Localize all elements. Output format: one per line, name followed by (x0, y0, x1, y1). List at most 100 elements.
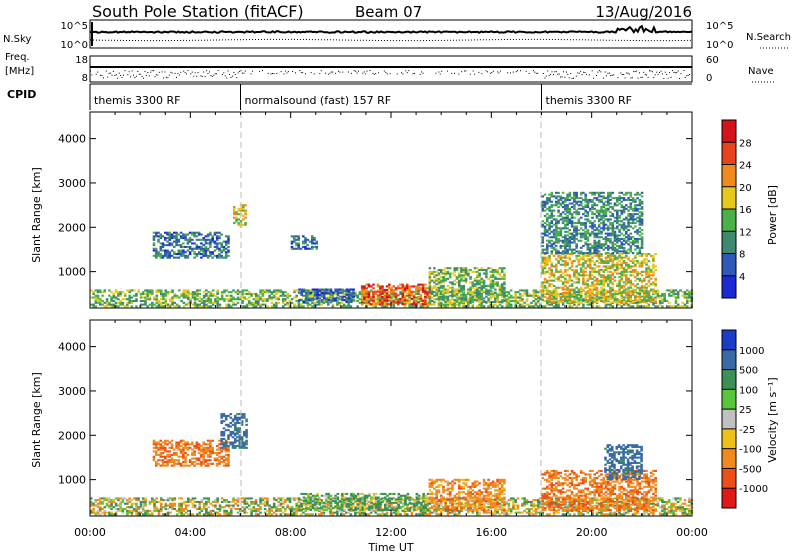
range-time-cell (218, 254, 221, 257)
range-time-cell (627, 248, 630, 251)
range-time-cell (257, 296, 260, 299)
range-time-cell (514, 303, 517, 306)
range-time-cell (169, 298, 172, 301)
range-time-cell (323, 290, 326, 293)
range-time-cell (381, 287, 384, 290)
range-time-cell (293, 305, 296, 308)
range-time-cell (634, 222, 637, 225)
range-time-cell (277, 298, 280, 301)
nave-point (151, 70, 153, 72)
range-time-cell (491, 284, 495, 287)
nave-point (221, 73, 223, 75)
range-time-cell (546, 216, 549, 219)
range-time-cell (550, 239, 554, 242)
range-time-cell (613, 270, 617, 273)
range-time-cell (566, 293, 569, 296)
range-time-cell (593, 245, 596, 248)
nave-point (163, 77, 165, 79)
range-time-cell (410, 290, 414, 293)
range-time-cell (92, 511, 95, 514)
range-time-cell (243, 305, 247, 308)
range-time-cell (582, 305, 585, 308)
range-time-cell (634, 295, 637, 298)
range-time-cell (275, 298, 278, 301)
range-time-cell (295, 244, 298, 247)
range-time-cell (130, 509, 134, 512)
range-time-cell (164, 301, 168, 304)
range-time-cell (117, 509, 120, 512)
range-time-cell (135, 499, 138, 502)
range-time-cell (552, 279, 556, 282)
range-time-cell (259, 291, 262, 294)
range-time-cell (591, 191, 594, 194)
range-time-cell (573, 191, 576, 194)
range-time-cell (584, 283, 587, 286)
range-time-cell (153, 500, 156, 503)
range-time-cell (318, 288, 322, 291)
range-time-cell (261, 291, 265, 294)
range-time-cell (302, 294, 305, 297)
range-time-cell (575, 213, 578, 216)
range-time-cell (546, 270, 549, 273)
range-time-cell (439, 269, 443, 272)
range-time-cell (568, 198, 572, 201)
range-time-cell (453, 267, 457, 270)
range-time-cell (634, 270, 637, 273)
range-time-cell (193, 298, 197, 301)
range-time-cell (225, 303, 228, 306)
range-time-cell (575, 286, 578, 289)
range-time-cell (478, 274, 481, 277)
range-time-cell (478, 276, 481, 279)
range-time-cell (607, 299, 610, 302)
range-time-cell (360, 290, 364, 293)
range-time-cell (200, 253, 203, 256)
range-time-cell (579, 296, 583, 299)
range-time-cell (205, 504, 208, 507)
nave-point (148, 75, 150, 77)
range-time-cell (505, 305, 508, 308)
range-time-cell (478, 293, 481, 296)
range-time-cell (464, 269, 468, 272)
range-time-cell (478, 303, 481, 306)
range-time-cell (636, 274, 639, 277)
range-time-cell (541, 232, 545, 235)
range-time-cell (164, 292, 168, 295)
nave-point (191, 71, 193, 73)
range-time-cell (586, 248, 590, 251)
range-time-cell (200, 508, 204, 511)
range-time-cell (275, 301, 278, 304)
range-time-cell (582, 232, 585, 235)
range-time-cell (566, 274, 569, 277)
y-tick-label: 4000 (58, 133, 86, 146)
range-time-cell (295, 238, 298, 241)
nave-point (593, 77, 595, 79)
range-time-cell (663, 294, 666, 297)
range-time-cell (195, 247, 199, 250)
range-time-cell (557, 277, 560, 280)
range-time-cell (600, 214, 603, 217)
range-time-cell (304, 238, 307, 241)
range-time-cell (676, 294, 680, 297)
range-time-cell (200, 247, 203, 250)
range-time-cell (428, 303, 432, 306)
range-time-cell (227, 240, 230, 243)
range-time-cell (480, 305, 484, 308)
range-time-cell (96, 289, 100, 292)
range-time-cell (476, 270, 479, 273)
range-time-cell (676, 305, 680, 308)
range-time-cell (627, 223, 630, 226)
range-time-cell (561, 250, 565, 253)
range-time-cell (643, 300, 646, 303)
range-time-cell (593, 223, 596, 226)
range-time-cell (616, 258, 619, 261)
range-time-cell (392, 299, 396, 302)
range-time-cell (254, 298, 258, 301)
range-time-cell (209, 294, 213, 297)
range-time-cell (616, 241, 619, 244)
nave-point (551, 71, 553, 73)
range-time-cell (329, 300, 333, 303)
range-time-cell (607, 279, 610, 282)
range-time-cell (464, 281, 468, 284)
range-time-cell (541, 299, 545, 302)
cpid-label: CPID (7, 88, 36, 101)
